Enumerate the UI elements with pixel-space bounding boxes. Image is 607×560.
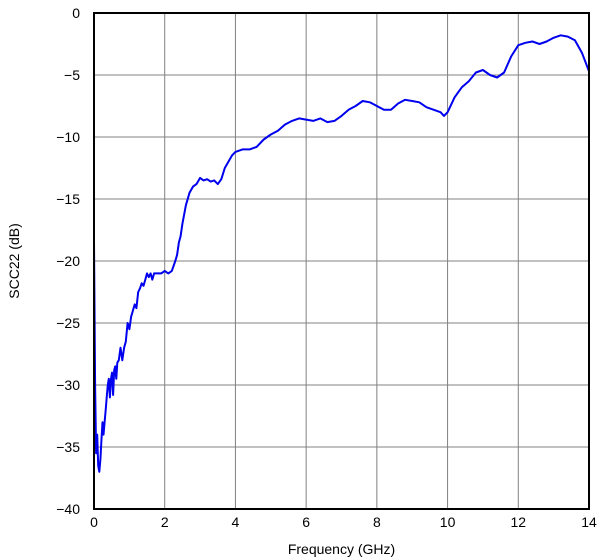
series-group xyxy=(93,34,590,473)
x-tick-label: 10 xyxy=(440,514,456,530)
x-tick-label: 14 xyxy=(581,514,597,530)
x-tick-label: 0 xyxy=(90,514,98,530)
x-tick-label: 8 xyxy=(373,514,381,530)
x-tick-label: 2 xyxy=(161,514,169,530)
y-tick-label: −40 xyxy=(56,501,80,517)
x-axis-label: Frequency (GHz) xyxy=(288,541,395,557)
y-tick-label: −15 xyxy=(56,191,80,207)
y-axis-label: SCC22 (dB) xyxy=(6,223,22,298)
y-tick-label: −30 xyxy=(56,377,80,393)
x-tick-label: 12 xyxy=(510,514,526,530)
y-tick-label: −10 xyxy=(56,129,80,145)
x-axis-ticks: 0 2 4 6 8 10 12 14 xyxy=(90,514,597,530)
y-tick-label: −35 xyxy=(56,439,80,455)
plot-frame xyxy=(93,12,590,510)
y-tick-label: −25 xyxy=(56,315,80,331)
x-tick-label: 6 xyxy=(302,514,310,530)
y-tick-label: 0 xyxy=(72,5,80,21)
y-tick-label: −5 xyxy=(64,67,80,83)
series-line xyxy=(93,34,590,473)
y-axis-ticks: 0 −5 −10 −15 −20 −25 −30 −35 −40 xyxy=(56,5,80,517)
y-tick-label: −20 xyxy=(56,253,80,269)
x-tick-label: 4 xyxy=(232,514,240,530)
